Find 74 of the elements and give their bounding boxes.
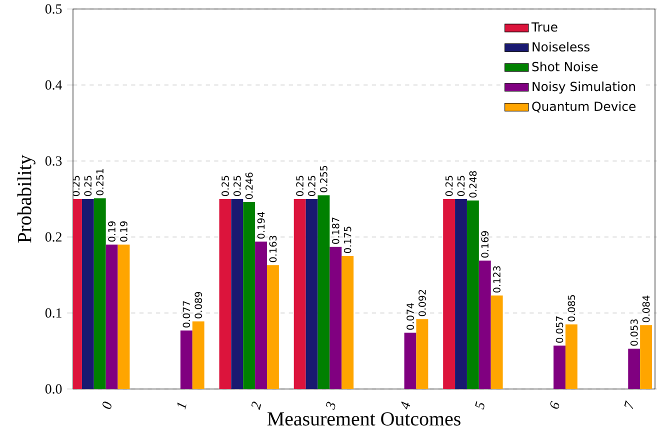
data-label: 0.187 xyxy=(332,218,340,244)
bar xyxy=(318,195,330,389)
x-tick-label: 5 xyxy=(475,401,484,410)
data-label: 0.175 xyxy=(344,226,352,254)
bar xyxy=(490,296,503,389)
data-label: 0.25 xyxy=(296,176,304,196)
x-axis-title: Measurement Outcomes xyxy=(267,412,460,426)
data-label: 0.057 xyxy=(556,316,564,343)
data-label: 0.085 xyxy=(568,295,576,322)
bar xyxy=(330,246,342,389)
bar xyxy=(192,321,204,389)
bar xyxy=(219,199,232,389)
bar xyxy=(243,202,256,389)
data-label: 0.25 xyxy=(222,176,229,196)
bar xyxy=(554,346,566,389)
data-label: 0.123 xyxy=(493,266,500,293)
data-label: 0.074 xyxy=(406,303,414,330)
data-label: 0.25 xyxy=(445,176,453,196)
bar xyxy=(118,244,130,389)
legend-label: Noisy Simulation xyxy=(532,82,635,94)
x-tick-label: 1 xyxy=(177,402,186,410)
data-label: 0.25 xyxy=(457,176,465,196)
bar xyxy=(443,199,456,389)
legend-label: Noiseless xyxy=(532,42,590,52)
data-label: 0.089 xyxy=(194,292,202,318)
y-tick-label: 0.1 xyxy=(45,308,62,318)
data-label: 0.19 xyxy=(120,221,128,242)
data-label: 0.053 xyxy=(630,319,638,346)
y-tick-label: 0.5 xyxy=(45,4,62,14)
data-label: 0.194 xyxy=(257,212,265,239)
data-label: 0.246 xyxy=(245,172,253,200)
data-label: 0.25 xyxy=(84,176,92,196)
bar xyxy=(106,244,118,389)
x-tick-label: 2 xyxy=(252,402,262,410)
bar xyxy=(416,319,428,389)
y-tick-label: 0.2 xyxy=(45,232,62,242)
bar xyxy=(628,348,640,389)
bar xyxy=(640,325,652,389)
bar xyxy=(306,199,318,389)
data-label: 0.19 xyxy=(108,221,116,242)
legend-label: Shot Noise xyxy=(532,62,598,72)
data-label: 0.255 xyxy=(320,166,328,192)
x-tick-label: 0 xyxy=(102,402,112,409)
y-tick-label: 0.0 xyxy=(45,384,62,394)
bar xyxy=(294,199,306,389)
bar xyxy=(404,332,416,389)
data-label: 0.251 xyxy=(96,169,104,196)
x-tick-label: 4 xyxy=(401,401,410,410)
x-tick-label: 3 xyxy=(326,402,336,410)
data-label: 0.25 xyxy=(234,176,241,196)
bar xyxy=(255,242,268,389)
bar xyxy=(455,199,467,389)
data-label: 0.169 xyxy=(481,231,489,258)
y-tick-label: 0.3 xyxy=(45,156,62,166)
bar xyxy=(478,260,491,389)
bar xyxy=(180,330,192,389)
data-label: 0.084 xyxy=(642,296,650,322)
legend-label: Quantum Device xyxy=(532,101,636,112)
bar xyxy=(466,200,479,389)
bar xyxy=(342,256,354,389)
legend-label: True xyxy=(531,22,558,32)
y-axis-title: Probability xyxy=(17,154,36,243)
data-label: 0.092 xyxy=(418,290,426,316)
bar xyxy=(267,265,279,389)
x-tick-label: 7 xyxy=(624,400,634,410)
data-label: 0.077 xyxy=(182,301,190,328)
x-tick-label: 6 xyxy=(550,401,560,409)
data-label: 0.25 xyxy=(308,176,316,196)
y-tick-label: 0.4 xyxy=(45,80,62,90)
bar xyxy=(231,199,244,389)
bar xyxy=(94,198,106,389)
bar xyxy=(565,324,578,389)
data-label: 0.248 xyxy=(469,171,477,198)
data-label: 0.163 xyxy=(269,236,277,262)
